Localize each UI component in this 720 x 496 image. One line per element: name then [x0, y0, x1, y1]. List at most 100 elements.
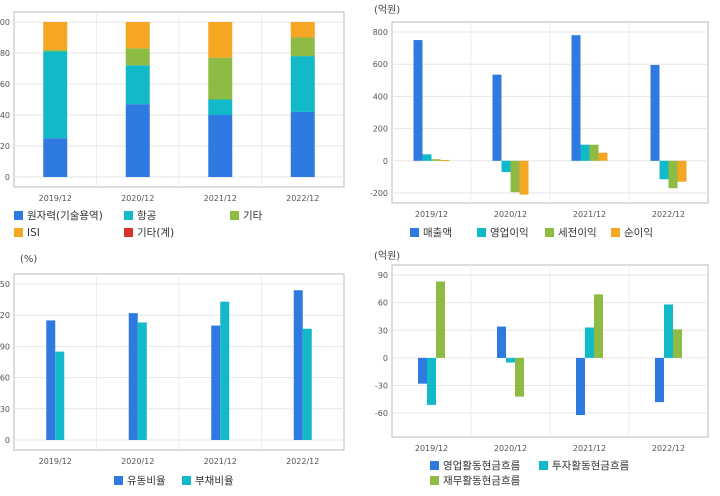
legend-label: 기타(계)	[137, 227, 174, 239]
legend-item: 부채비율	[182, 475, 234, 487]
bar-원자력(기술용역)	[125, 104, 150, 177]
y-tick-label: 30	[378, 326, 388, 335]
y-tick-label: 30	[0, 405, 10, 414]
legend-label: 부채비율	[195, 475, 234, 487]
bar-매출액	[413, 40, 423, 161]
x-tick-label: 2019/12	[39, 457, 72, 466]
y-tick-label: 40	[0, 111, 10, 120]
bar-항공	[43, 51, 68, 139]
legend-label: 영업활동현금흐름	[443, 459, 521, 472]
unit-label: (%)	[20, 254, 37, 265]
bar-세전이익	[431, 159, 441, 161]
y-tick-label: -30	[375, 382, 388, 391]
bar-매출액	[492, 74, 502, 161]
y-tick-label: -60	[375, 409, 388, 418]
bar-영업활동현금흐름	[655, 357, 664, 403]
legend-swatch	[124, 228, 133, 237]
bar-부채비율	[302, 328, 312, 440]
legend-item: 영업이익	[477, 226, 529, 239]
bar-영업이익	[580, 144, 590, 161]
legend-label: 유동비율	[127, 475, 166, 487]
x-tick-label: 2022/12	[286, 194, 319, 203]
bar-부채비율	[55, 351, 65, 440]
bar-ISI	[290, 22, 315, 38]
bar-부채비율	[220, 301, 230, 440]
legend-item: 기타(계)	[124, 227, 174, 239]
y-tick-label: 120	[0, 311, 10, 320]
legend-label: 기타	[243, 210, 263, 222]
bar-부채비율	[137, 322, 147, 440]
legend-label: 순이익	[624, 227, 653, 239]
bar-기타	[290, 37, 315, 57]
bar-순이익	[519, 160, 529, 195]
bar-영업활동현금흐름	[418, 357, 427, 384]
bar-원자력(기술용역)	[43, 138, 68, 177]
bar-세전이익	[589, 144, 599, 161]
legend-label: 매출액	[423, 227, 452, 239]
legend-swatch	[611, 228, 620, 237]
x-tick-label: 2019/12	[415, 444, 448, 453]
legend-item: 원자력(기술용역)	[14, 210, 103, 222]
y-tick-label: 100	[0, 18, 10, 27]
legend-item: 세전이익	[545, 227, 597, 239]
legend-label: 원자력(기술용역)	[27, 210, 103, 222]
y-tick-label: 150	[0, 280, 10, 289]
legend-label: 영업이익	[490, 226, 529, 239]
bar-ISI	[125, 22, 150, 49]
bar-순이익	[440, 159, 450, 161]
bar-기타	[43, 49, 68, 52]
bar-기타	[125, 48, 150, 66]
y-tick-label: 600	[373, 60, 388, 69]
bar-투자활동현금흐름	[506, 357, 515, 363]
legend-swatch	[114, 476, 123, 485]
bar-ISI	[208, 22, 233, 58]
legend: 유동비율 부채비율	[114, 475, 234, 487]
legend-item: ISI	[14, 227, 40, 239]
legend-swatch	[124, 211, 133, 220]
chart-3: 0 30 60 90 120 150 2019/12 2020/12 2021/12 2022/1…	[0, 254, 345, 487]
chart-2: -200 0 200 400 600 800 2019/12 2020/12 2021/12 20…	[370, 4, 709, 239]
legend-item: 투자활동현금흐름	[539, 459, 630, 472]
legend-label: 항공	[137, 210, 157, 222]
x-tick-label: 2021/12	[204, 457, 237, 466]
legend-swatch	[14, 211, 23, 220]
y-tick-label: 200	[373, 125, 388, 134]
legend-swatch	[430, 461, 439, 470]
y-tick-label: 0	[5, 436, 10, 445]
chart-1: 0 20 40 60 80 100 2019/12 2020/12 2021/12 2022/12…	[0, 11, 345, 239]
x-tick-label: 2019/12	[415, 210, 448, 219]
y-tick-label: 400	[373, 92, 388, 101]
bar-순이익	[677, 160, 687, 182]
legend-item: 매출액	[410, 227, 452, 239]
bar-투자활동현금흐름	[664, 304, 673, 358]
y-tick-label: 80	[0, 49, 10, 58]
bar-매출액	[650, 65, 660, 161]
bar-유동비율	[46, 320, 56, 440]
bar-순이익	[598, 152, 608, 161]
legend: 원자력(기술용역) 항공 기타 ISI 기타(계)	[14, 210, 263, 239]
bar-영업이익	[501, 160, 511, 173]
legend-swatch	[477, 228, 486, 237]
y-tick-label: 60	[378, 299, 388, 308]
legend-swatch	[430, 476, 439, 485]
legend: 매출액 영업이익 세전이익 순이익	[410, 226, 653, 239]
bar-유동비율	[128, 313, 138, 440]
bar-원자력(기술용역)	[290, 111, 315, 177]
bar-재무활동현금흐름	[436, 281, 445, 358]
x-tick-label: 2021/12	[573, 444, 606, 453]
bar-원자력(기술용역)	[208, 115, 233, 177]
legend-item: 순이익	[611, 227, 653, 239]
x-tick-label: 2021/12	[204, 194, 237, 203]
x-tick-label: 2022/12	[652, 444, 685, 453]
legend-swatch	[230, 211, 239, 220]
bar-재무활동현금흐름	[673, 329, 682, 358]
bar-유동비율	[211, 325, 221, 440]
legend-label: ISI	[27, 227, 40, 239]
y-tick-label: 90	[378, 271, 388, 280]
unit-label: (억원)	[374, 4, 400, 16]
unit-label: (억원)	[374, 250, 400, 262]
legend-item: 항공	[124, 210, 157, 222]
bar-영업활동현금흐름	[576, 357, 585, 416]
